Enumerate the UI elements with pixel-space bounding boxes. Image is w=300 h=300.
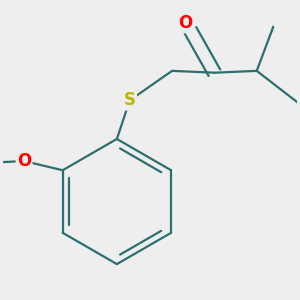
Text: S: S — [124, 91, 136, 109]
Text: O: O — [178, 14, 192, 32]
Text: O: O — [17, 152, 31, 170]
